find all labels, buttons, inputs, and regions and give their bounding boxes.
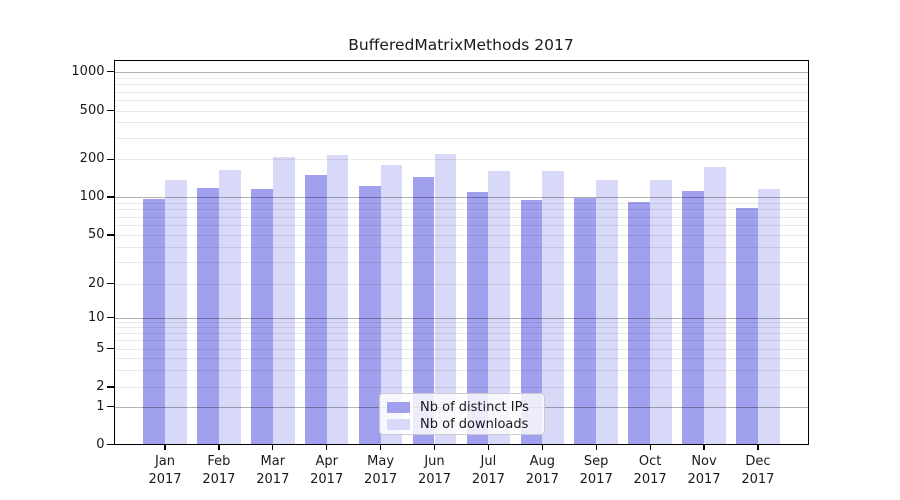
bar-nb-of-distinct-ips-nov-2017 (682, 190, 704, 445)
bar-nb-of-downloads-dec-2017 (757, 189, 780, 445)
bar-nb-of-distinct-ips-jul-2017 (466, 192, 489, 445)
y-tick-label: 1000 (71, 63, 105, 79)
bar-nb-of-downloads-apr-2017 (326, 154, 349, 445)
bar-nb-of-downloads-jan-2017 (165, 179, 187, 445)
x-tick-label: Jun 2017 (417, 453, 452, 488)
bar-nb-of-distinct-ips-jun-2017 (412, 176, 435, 445)
legend: Nb of distinct IPs Nb of downloads (379, 393, 545, 435)
y-tick-label: 0 (96, 436, 105, 452)
y-tick-label: 5 (96, 340, 105, 356)
x-tick-mark (703, 444, 705, 450)
x-tick-label: Apr 2017 (310, 453, 344, 488)
bars-layer (114, 60, 810, 445)
y-tick-label: 10 (87, 309, 105, 325)
bar-nb-of-downloads-mar-2017 (272, 157, 295, 445)
y-tick-label: 100 (79, 189, 105, 204)
bar-nb-of-downloads-may-2017 (380, 164, 403, 445)
legend-swatch-downloads (387, 418, 410, 430)
bar-nb-of-distinct-ips-oct-2017 (628, 201, 651, 445)
legend-item-downloads: Nb of downloads (387, 416, 537, 432)
y-tick-label: 20 (87, 275, 105, 291)
x-tick-mark (541, 444, 543, 450)
x-tick-label: May 2017 (364, 453, 398, 488)
x-tick-mark (487, 444, 490, 450)
x-tick-mark (380, 444, 382, 450)
bar-nb-of-distinct-ips-apr-2017 (304, 174, 327, 445)
y-tick-mark (107, 316, 114, 319)
x-tick-mark (326, 444, 328, 450)
y-tick-mark (107, 443, 114, 446)
legend-item-distinct-ips: Nb of distinct IPs (387, 399, 537, 415)
bar-nb-of-downloads-nov-2017 (704, 166, 726, 445)
legend-label-downloads: Nb of downloads (420, 416, 529, 432)
y-tick-label: 1 (96, 398, 105, 414)
bar-nb-of-distinct-ips-sep-2017 (574, 198, 597, 445)
x-tick-label: Mar 2017 (256, 453, 290, 488)
bar-nb-of-downloads-oct-2017 (650, 179, 672, 445)
y-tick-mark (107, 386, 114, 388)
y-tick-mark (107, 109, 114, 112)
x-tick-mark (595, 444, 597, 450)
y-tick-mark (107, 234, 114, 236)
x-tick-label: Jul 2017 (471, 453, 505, 488)
x-tick-label: Jan 2017 (148, 453, 182, 488)
x-tick-mark (433, 444, 436, 450)
bar-nb-of-distinct-ips-feb-2017 (197, 187, 219, 445)
x-tick-label: Oct 2017 (633, 453, 667, 488)
y-tick-mark (107, 158, 114, 160)
x-tick-mark (164, 444, 166, 450)
bar-nb-of-distinct-ips-aug-2017 (520, 199, 543, 445)
x-tick-label: Nov 2017 (687, 453, 721, 488)
bar-nb-of-distinct-ips-mar-2017 (251, 188, 273, 445)
bar-nb-of-downloads-sep-2017 (596, 179, 618, 445)
chart-title: BufferedMatrixMethods 2017 (348, 36, 574, 54)
x-tick-mark (757, 444, 759, 450)
y-tick-mark (107, 196, 114, 198)
y-tick-mark (107, 282, 114, 285)
y-tick-label: 2 (96, 379, 105, 394)
bar-nb-of-downloads-jun-2017 (434, 153, 457, 445)
x-tick-mark (649, 444, 651, 450)
x-tick-mark (218, 444, 220, 450)
y-tick-label: 50 (87, 227, 105, 242)
bar-nb-of-downloads-aug-2017 (542, 171, 565, 445)
y-tick-mark (107, 405, 114, 408)
bar-nb-of-distinct-ips-dec-2017 (736, 207, 758, 445)
y-tick-mark (107, 71, 114, 73)
bar-nb-of-distinct-ips-jan-2017 (143, 198, 165, 445)
y-tick-mark (107, 347, 114, 350)
x-tick-label: Sep 2017 (579, 453, 613, 488)
x-tick-label: Aug 2017 (525, 453, 559, 488)
x-tick-mark (272, 444, 274, 450)
x-tick-label: Dec 2017 (741, 453, 775, 488)
bar-nb-of-downloads-jul-2017 (488, 170, 511, 445)
legend-swatch-distinct-ips (387, 401, 410, 413)
bar-nb-of-downloads-feb-2017 (218, 170, 241, 445)
bar-nb-of-distinct-ips-may-2017 (358, 186, 381, 445)
y-tick-label: 500 (79, 102, 105, 118)
legend-label-distinct-ips: Nb of distinct IPs (420, 399, 529, 415)
y-tick-label: 200 (79, 151, 105, 167)
x-tick-label: Feb 2017 (202, 453, 236, 488)
